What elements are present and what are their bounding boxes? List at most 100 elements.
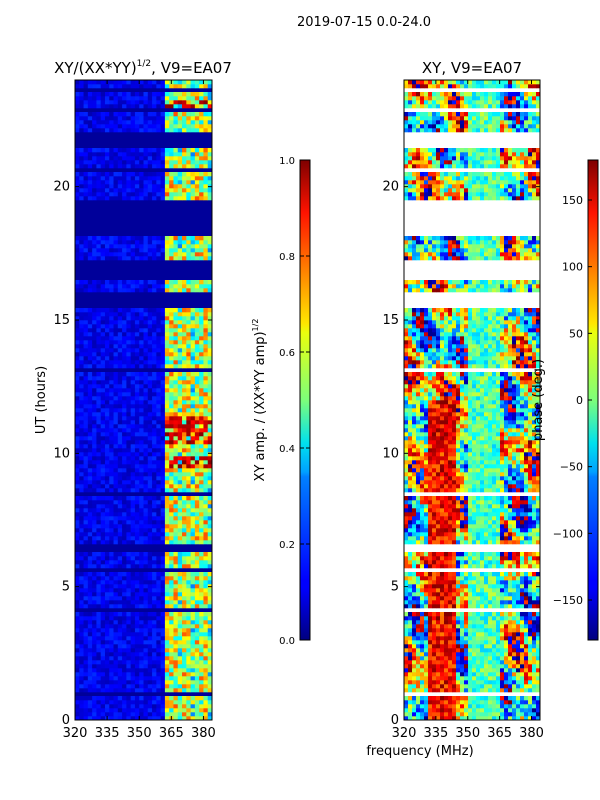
heatmap-cell <box>480 644 485 649</box>
heatmap-cell <box>532 624 537 629</box>
heatmap-cell <box>113 256 119 261</box>
heatmap-cell <box>182 648 187 653</box>
heatmap-cell <box>508 716 513 721</box>
heatmap-cell <box>182 484 187 489</box>
heatmap-cell <box>139 372 144 377</box>
heatmap-cell <box>143 672 149 677</box>
heatmap-cell <box>177 112 183 117</box>
heatmap-cell <box>113 372 119 377</box>
heatmap-cell <box>87 716 93 721</box>
heatmap-cell <box>122 344 127 349</box>
heatmap-cell <box>139 280 144 285</box>
heatmap-cell <box>460 708 465 713</box>
heatmap-cell <box>169 488 174 493</box>
heatmap-cell <box>173 604 179 609</box>
heatmap-cell <box>109 624 114 629</box>
heatmap-cell <box>143 392 149 397</box>
heatmap-cell <box>130 284 136 289</box>
heatmap-cell <box>104 376 110 381</box>
right-panel-title: XY, V9=EA07 <box>422 59 522 77</box>
heatmap-cell <box>182 372 187 377</box>
heatmap-cell <box>100 448 106 453</box>
heatmap-cell <box>152 584 157 589</box>
heatmap-cell <box>182 408 187 413</box>
heatmap-cell <box>130 696 136 701</box>
heatmap-cell <box>152 288 157 293</box>
heatmap-cell <box>87 560 93 565</box>
heatmap-cell <box>460 668 465 673</box>
heatmap-cell <box>143 456 149 461</box>
heatmap-cell <box>512 712 517 717</box>
heatmap-cell <box>199 688 204 693</box>
heatmap-cell <box>126 620 131 625</box>
heatmap-cell <box>156 676 161 681</box>
heatmap-cell <box>79 596 84 601</box>
heatmap-cell <box>504 624 509 629</box>
heatmap-cell <box>134 612 140 617</box>
heatmap-cell <box>96 284 101 289</box>
heatmap-cell <box>126 328 131 333</box>
heatmap-cell <box>476 684 481 689</box>
heatmap-cell <box>147 308 153 313</box>
heatmap-cell <box>186 288 191 293</box>
heatmap-cell <box>134 428 140 433</box>
heatmap-cell <box>536 708 541 713</box>
heatmap-cell <box>194 444 200 449</box>
heatmap-cell <box>160 408 166 413</box>
heatmap-cell <box>182 680 187 685</box>
heatmap-cell <box>207 560 213 565</box>
heatmap-cell <box>199 480 204 485</box>
heatmap-cell <box>492 664 497 669</box>
heatmap-cell <box>104 684 110 689</box>
heatmap-cell <box>182 280 187 285</box>
heatmap-cell <box>207 576 213 581</box>
heatmap-cell <box>160 100 166 105</box>
heatmap-cell <box>173 192 179 197</box>
heatmap-cell <box>109 160 114 165</box>
heatmap-cell <box>134 112 140 117</box>
heatmap-cell <box>134 320 140 325</box>
heatmap-cell <box>194 424 200 429</box>
heatmap-cell <box>96 120 101 125</box>
heatmap-cell <box>156 612 161 617</box>
heatmap-cell <box>199 128 204 133</box>
heatmap-cell <box>92 424 97 429</box>
heatmap-cell <box>182 600 187 605</box>
heatmap-cell <box>117 248 123 253</box>
heatmap-cell <box>134 328 140 333</box>
x-tick-label: 335 <box>95 726 120 741</box>
heatmap-cell <box>79 352 84 357</box>
heatmap-cell <box>92 252 97 257</box>
heatmap-cell <box>104 332 110 337</box>
heatmap-cell <box>96 84 101 89</box>
heatmap-cell <box>456 680 461 685</box>
heatmap-cell <box>143 604 149 609</box>
heatmap-cell <box>207 316 213 321</box>
heatmap-cell <box>104 320 110 325</box>
heatmap-cell <box>113 636 119 641</box>
heatmap-cell <box>408 684 413 689</box>
heatmap-cell <box>143 552 149 557</box>
heatmap-cell <box>113 284 119 289</box>
heatmap-cell <box>100 596 106 601</box>
heatmap-cell <box>173 340 179 345</box>
heatmap-cell <box>122 384 127 389</box>
heatmap-cell <box>79 316 84 321</box>
heatmap-cell <box>143 284 149 289</box>
heatmap-cell <box>117 600 123 605</box>
heatmap-cell <box>472 708 477 713</box>
heatmap-cell <box>92 712 97 717</box>
heatmap-cell <box>496 660 501 665</box>
heatmap-cell <box>207 356 213 361</box>
heatmap-cell <box>480 708 485 713</box>
heatmap-cell <box>96 248 101 253</box>
heatmap-cell <box>190 308 196 313</box>
heatmap-cell <box>100 516 106 521</box>
heatmap-cell <box>139 184 144 189</box>
heatmap-cell <box>488 616 493 621</box>
heatmap-cell <box>203 664 209 669</box>
heatmap-cell <box>96 324 101 329</box>
heatmap-cell <box>75 152 80 157</box>
heatmap-cell <box>194 324 200 329</box>
heatmap-cell <box>75 420 80 425</box>
